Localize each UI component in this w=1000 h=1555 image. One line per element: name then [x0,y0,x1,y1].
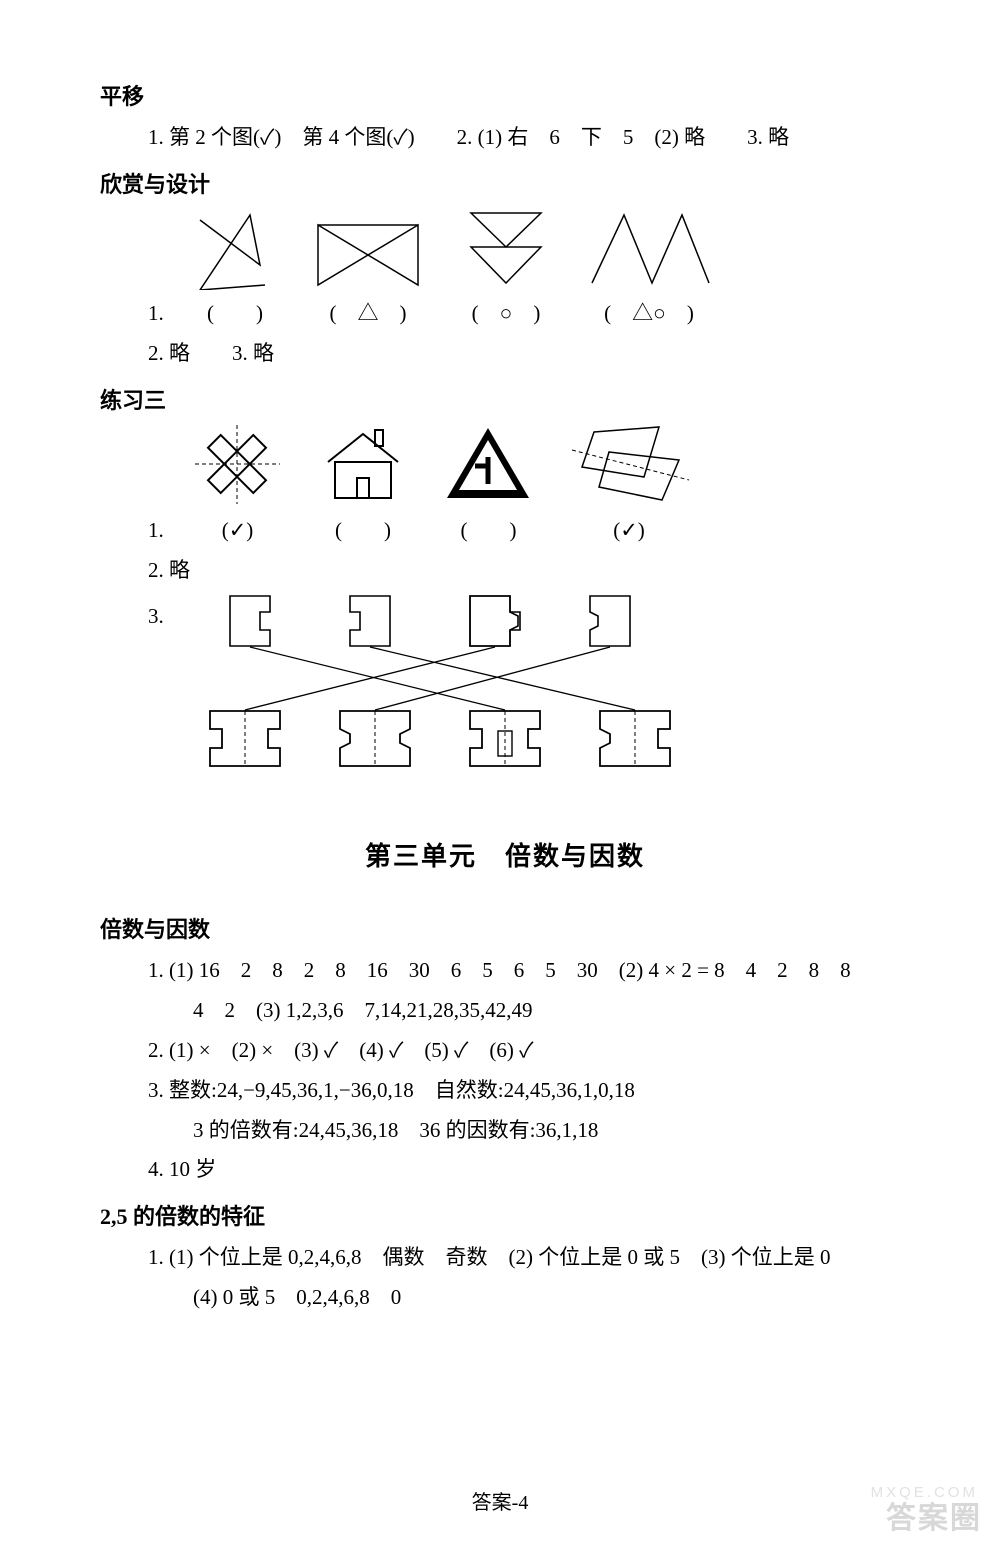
lianxi3-fig-1: (✓) [190,422,285,551]
section-title-pingyi: 平移 [100,76,910,118]
xinshang-q1-row: 1. ( ) ( △ ) ( ○ ) [100,205,910,334]
unit3-title: 第三单元 倍数与因数 [100,832,910,881]
lianxi3-q2: 2. 略 [100,551,910,591]
pingyi-q1: 1. 第 2 个图(✓) 第 4 个图(✓) 2. (1) 右 6 下 5 (2… [100,118,910,158]
road-sign-icon [441,422,536,507]
fig-label: ( △○ ) [604,294,694,334]
fig-label: ( ) [335,511,391,551]
cross-icon [190,422,285,507]
section-title-lianxi3: 练习三 [100,380,910,422]
text-line: 4 2 (3) 1,2,3,6 7,14,21,28,35,42,49 [100,991,910,1031]
matching-diagram [200,591,740,776]
fig-label: (✓) [613,511,645,551]
q-number: 1. [148,511,176,551]
double-triangle-icon [456,205,556,290]
q-number: 1. [148,294,176,334]
lianxi3-q3-row: 3. [100,591,910,776]
fig-label: (✓) [222,511,254,551]
lianxi3-fig-4: (✓) [564,422,694,551]
lianxi3-fig-3: ( ) [441,422,536,551]
q-number: 3. [148,591,176,637]
text-line: 3. 整数:24,−9,45,36,1,−36,0,18 自然数:24,45,3… [100,1071,910,1111]
text-line: (4) 0 或 5 0,2,4,6,8 0 [100,1278,910,1318]
fig-label: ( ) [461,511,517,551]
page-footer: 答案-4 [0,1486,1000,1515]
watermark-logo: 答案圈 [886,1493,982,1537]
xinshang-fig-3: ( ○ ) [456,205,556,334]
xinshang-fig-1: ( ) [190,210,280,334]
text-line: 3 的倍数有:24,45,36,18 36 的因数有:36,1,18 [100,1111,910,1151]
xinshang-q2: 2. 略 3. 略 [100,334,910,374]
overlap-quads-icon [564,422,694,507]
lianxi3-fig-2: ( ) [313,422,413,551]
text-line: 2. (1) × (2) × (3) ✓ (4) ✓ (5) ✓ (6) ✓ [100,1031,910,1071]
unit3-sec2-title: 2,5 的倍数的特征 [100,1196,910,1238]
text-line: 1. (1) 16 2 8 2 8 16 30 6 5 6 5 30 (2) 4… [100,951,910,991]
bowtie-icon [190,210,280,290]
xinshang-fig-4: ( △○ ) [584,205,714,334]
xinshang-fig-2: ( △ ) [308,210,428,334]
section-title-xinshang: 欣赏与设计 [100,164,910,206]
text-line: 4. 10 岁 [100,1150,910,1190]
fig-label: ( ) [207,294,263,334]
text-line: 1. (1) 个位上是 0,2,4,6,8 偶数 奇数 (2) 个位上是 0 或… [100,1238,910,1278]
fig-label: ( △ ) [330,294,407,334]
fig-label: ( ○ ) [472,294,541,334]
butterfly-icon [308,210,428,290]
unit3-sec1-title: 倍数与因数 [100,909,910,951]
house-icon [313,422,413,507]
mountains-icon [584,205,714,290]
lianxi3-q1-row: 1. (✓) ( ) [100,422,910,551]
